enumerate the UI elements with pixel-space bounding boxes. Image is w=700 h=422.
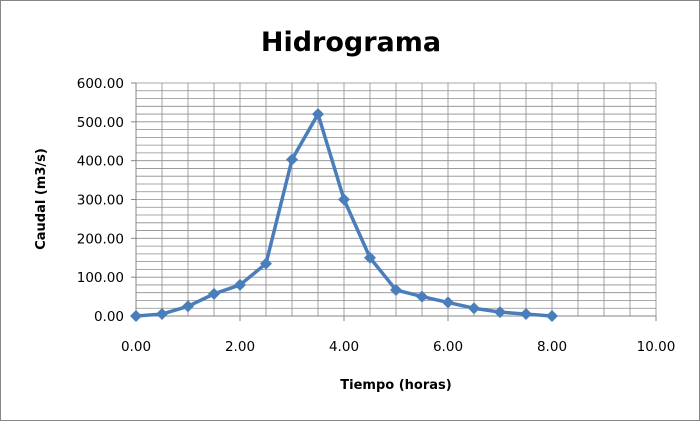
data-point bbox=[442, 296, 454, 309]
data-point bbox=[390, 283, 402, 296]
y-tick-label: 600.00 bbox=[77, 76, 124, 92]
x-tick-label: 8.00 bbox=[537, 339, 567, 355]
data-point bbox=[286, 153, 298, 166]
data-point bbox=[416, 290, 428, 303]
y-tick-label: 0.00 bbox=[94, 309, 124, 325]
y-tick-label: 100.00 bbox=[77, 270, 124, 286]
data-point bbox=[520, 308, 532, 321]
x-tick-label: 6.00 bbox=[433, 339, 463, 355]
grid bbox=[136, 82, 657, 316]
data-point bbox=[364, 251, 376, 264]
y-tick-label: 400.00 bbox=[77, 154, 124, 170]
x-tick-labels: 0.00 2.00 4.00 6.00 8.00 10.00 bbox=[121, 339, 675, 355]
data-point bbox=[312, 108, 324, 121]
series-group bbox=[130, 108, 558, 322]
x-tick-label: 4.00 bbox=[329, 339, 359, 355]
data-point bbox=[208, 287, 220, 300]
data-point bbox=[338, 193, 350, 206]
y-tick-label: 500.00 bbox=[77, 115, 124, 131]
data-point bbox=[546, 310, 558, 322]
data-point bbox=[468, 302, 480, 315]
data-point bbox=[130, 310, 142, 322]
data-point bbox=[156, 308, 168, 321]
data-point bbox=[182, 300, 194, 313]
x-tick-label: 0.00 bbox=[121, 339, 151, 355]
y-tick-label: 200.00 bbox=[77, 231, 124, 247]
chart-title: Hidrograma bbox=[261, 27, 441, 58]
data-point bbox=[234, 278, 246, 291]
y-tick-label: 300.00 bbox=[77, 193, 124, 209]
x-tick-label: 2.00 bbox=[225, 339, 255, 355]
data-point bbox=[494, 306, 506, 319]
data-point bbox=[260, 257, 272, 270]
y-tick-labels: 0.00 100.00 200.00 300.00 400.00 500.00 600.00 bbox=[77, 76, 124, 325]
x-tick-label: 10.00 bbox=[637, 339, 676, 355]
x-axis-label: Tiempo (horas) bbox=[340, 378, 451, 393]
y-axis-label: Caudal (m3/s) bbox=[34, 148, 49, 250]
